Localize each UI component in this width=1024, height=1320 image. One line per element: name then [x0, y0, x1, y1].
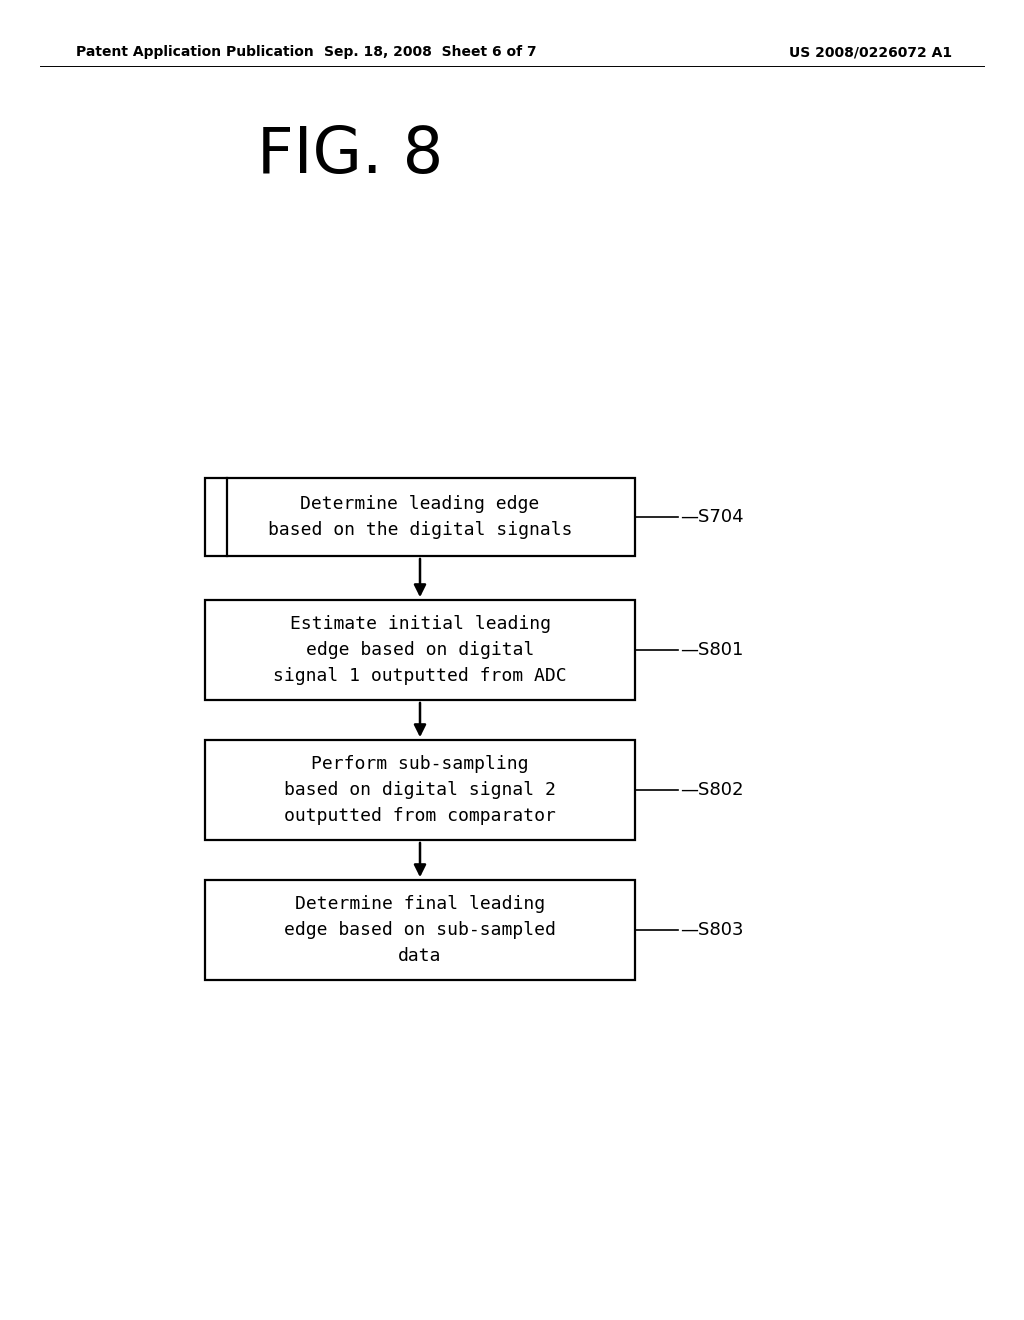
Text: —S803: —S803 [680, 921, 743, 939]
Bar [205, 880, 635, 979]
Text: —S801: —S801 [680, 642, 743, 659]
Text: Patent Application Publication: Patent Application Publication [76, 45, 313, 59]
Text: —S704: —S704 [680, 508, 743, 525]
Bar [205, 601, 635, 700]
Text: Determine leading edge
based on the digital signals: Determine leading edge based on the digi… [267, 495, 572, 539]
Text: —S802: —S802 [680, 781, 743, 799]
Text: Estimate initial leading
edge based on digital
signal 1 outputted from ADC: Estimate initial leading edge based on d… [273, 615, 567, 685]
Text: FIG. 8: FIG. 8 [257, 124, 443, 186]
Text: US 2008/0226072 A1: US 2008/0226072 A1 [788, 45, 952, 59]
Bar [205, 478, 635, 556]
Bar [205, 741, 635, 840]
Text: Perform sub-sampling
based on digital signal 2
outputted from comparator: Perform sub-sampling based on digital si… [284, 755, 556, 825]
Text: Sep. 18, 2008  Sheet 6 of 7: Sep. 18, 2008 Sheet 6 of 7 [324, 45, 537, 59]
Text: Determine final leading
edge based on sub-sampled
data: Determine final leading edge based on su… [284, 895, 556, 965]
